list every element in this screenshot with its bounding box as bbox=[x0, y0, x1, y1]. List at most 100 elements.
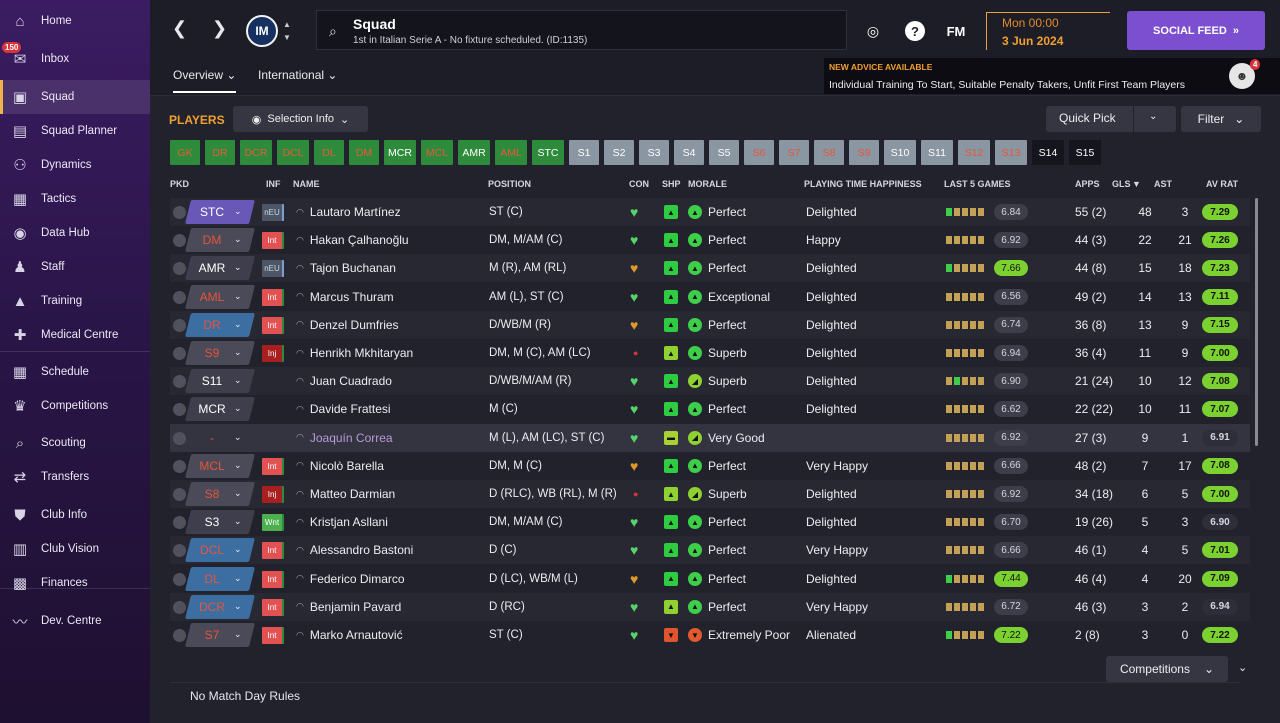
sidebar-item-inbox[interactable]: ✉ Inbox bbox=[0, 42, 150, 76]
chevron-down-icon[interactable]: ⌄ bbox=[234, 206, 242, 216]
sidebar-item-scouting[interactable]: ⌕ Scouting bbox=[0, 426, 150, 460]
chevron-down-icon[interactable]: ⌄ bbox=[234, 318, 242, 329]
sidebar-item-dev-centre[interactable]: 〰 Dev. Centre bbox=[0, 604, 150, 638]
role-selector[interactable]: S7 bbox=[204, 628, 220, 642]
col-position[interactable]: POSITION bbox=[488, 179, 532, 189]
chevron-down-icon[interactable]: ⌄ bbox=[234, 234, 242, 245]
position-button-aml[interactable]: AML bbox=[495, 140, 527, 165]
sidebar-item-finances[interactable]: ▩ Finances bbox=[0, 566, 150, 600]
chevron-down-icon[interactable]: ⌄ bbox=[234, 488, 242, 498]
sidebar-item-club-info[interactable]: ⛊ Club Info bbox=[0, 498, 150, 532]
position-button-s2[interactable]: S2 bbox=[604, 140, 634, 165]
col-ast[interactable]: AST bbox=[1154, 179, 1172, 189]
table-row[interactable]: S7 ⌄ Int ◠ Marko Arnautović ST (C) ♥ ▼ ▼ Extremel… bbox=[170, 621, 1250, 649]
position-button-s10[interactable]: S10 bbox=[884, 140, 916, 165]
table-row[interactable]: - ⌄ ◠ Joaquín Correa M (L), AM (LC), ST (C) ♥… bbox=[170, 423, 1250, 452]
position-button-dcl[interactable]: DCL bbox=[277, 140, 309, 165]
fm-logo[interactable]: FM bbox=[946, 23, 966, 39]
chevron-down-icon[interactable]: ▼ bbox=[283, 33, 291, 42]
player-name[interactable]: ◠ Juan Cuadrado bbox=[296, 367, 392, 395]
chevron-down-icon[interactable]: ⌄ bbox=[234, 544, 242, 555]
picked-check-icon[interactable] bbox=[173, 544, 186, 558]
position-button-dcr[interactable]: DCR bbox=[240, 140, 272, 165]
table-row[interactable]: DL ⌄ Int ◠ Federico Dimarco D (LC), WB/M (L) ♥… bbox=[170, 564, 1250, 593]
picked-check-icon[interactable] bbox=[173, 318, 186, 332]
col-apps[interactable]: APPS bbox=[1075, 179, 1100, 189]
table-row[interactable]: S11 ⌄ ◠ Juan Cuadrado D/WB/M/AM (R) ♥ ▲ ◢ Superb… bbox=[170, 367, 1250, 396]
col-inf[interactable]: INF bbox=[266, 179, 281, 189]
sidebar-item-medical-centre[interactable]: ✚ Medical Centre bbox=[0, 318, 150, 352]
player-name[interactable]: ◠ Joaquín Correa bbox=[296, 424, 393, 452]
player-name[interactable]: ◠ Alessandro Bastoni bbox=[296, 536, 413, 564]
tab-international[interactable]: International ⌄ bbox=[258, 68, 338, 82]
picked-check-icon[interactable] bbox=[173, 600, 186, 614]
sidebar-item-dynamics[interactable]: ⚇ Dynamics bbox=[0, 148, 150, 182]
scrollbar[interactable] bbox=[1255, 198, 1258, 446]
position-button-s8[interactable]: S8 bbox=[814, 140, 844, 165]
sidebar-item-competitions[interactable]: ♛ Competitions bbox=[0, 389, 150, 423]
chevron-down-icon[interactable]: ⌄ bbox=[234, 600, 242, 611]
col-morale[interactable]: MORALE bbox=[688, 179, 727, 189]
player-name[interactable]: ◠ Kristjan Asllani bbox=[296, 508, 388, 536]
chevron-down-icon[interactable]: ⌄ bbox=[234, 629, 242, 639]
player-name[interactable]: ◠ Nicolò Barella bbox=[296, 452, 384, 480]
position-button-mcl[interactable]: MCL bbox=[421, 140, 453, 165]
col-pkd[interactable]: PKD bbox=[170, 179, 190, 189]
sidebar-item-schedule[interactable]: ▦ Schedule bbox=[0, 355, 150, 389]
globe-icon[interactable]: ◎ bbox=[866, 22, 880, 39]
competitions-button[interactable]: Competitions ⌄ bbox=[1106, 656, 1228, 682]
table-row[interactable]: MCR ⌄ ◠ Davide Frattesi M (C) ♥ ▲ ▲ Perfect Delig… bbox=[170, 395, 1250, 424]
position-button-dm[interactable]: DM bbox=[349, 140, 379, 165]
sidebar-item-home[interactable]: ⌂ Home bbox=[0, 4, 150, 38]
help-icon[interactable]: ? bbox=[905, 21, 925, 41]
picked-check-icon[interactable] bbox=[173, 431, 186, 445]
col-last5[interactable]: LAST 5 GAMES bbox=[944, 179, 1011, 189]
player-name[interactable]: ◠ Benjamin Pavard bbox=[296, 593, 401, 621]
chevron-down-icon[interactable]: ⌄ bbox=[234, 572, 242, 583]
chevron-down-icon[interactable]: ⌄ bbox=[234, 431, 242, 442]
role-selector[interactable]: STC bbox=[200, 205, 224, 219]
picked-check-icon[interactable] bbox=[173, 234, 186, 248]
position-button-s5[interactable]: S5 bbox=[709, 140, 739, 165]
col-name[interactable]: NAME bbox=[293, 179, 320, 189]
tab-overview[interactable]: Overview ⌄ bbox=[173, 68, 237, 93]
sort-desc-icon[interactable]: ▼ bbox=[1132, 179, 1141, 189]
position-button-s7[interactable]: S7 bbox=[779, 140, 809, 165]
player-name[interactable]: ◠ Hakan Çalhanoğlu bbox=[296, 226, 409, 254]
chevron-down-icon[interactable]: ⌄ bbox=[234, 403, 242, 414]
picked-check-icon[interactable] bbox=[173, 459, 186, 473]
role-selector[interactable]: S9 bbox=[204, 346, 220, 360]
table-row[interactable]: DR ⌄ Int ◠ Denzel Dumfries D/WB/M (R) ♥ ▲ ▲ Perfe… bbox=[170, 310, 1250, 339]
table-row[interactable]: AMR ⌄ nEU ◠ Tajon Buchanan M (R), AM (RL) ♥ ▲ ▲ P… bbox=[170, 254, 1250, 283]
advisor-icon[interactable]: ☻ bbox=[1229, 63, 1255, 89]
sidebar-item-club-vision[interactable]: ▥ Club Vision bbox=[0, 532, 150, 566]
picked-check-icon[interactable] bbox=[173, 572, 186, 586]
role-selector[interactable]: MCR bbox=[198, 402, 226, 417]
sidebar-item-training[interactable]: ▲ Training bbox=[0, 284, 150, 318]
position-button-s9[interactable]: S9 bbox=[849, 140, 879, 165]
role-selector[interactable]: AMR bbox=[198, 261, 226, 276]
picked-check-icon[interactable] bbox=[173, 629, 186, 642]
player-name[interactable]: ◠ Federico Dimarco bbox=[296, 565, 405, 593]
position-button-s3[interactable]: S3 bbox=[639, 140, 669, 165]
picked-check-icon[interactable] bbox=[173, 375, 186, 389]
sidebar-item-tactics[interactable]: ▦ Tactics bbox=[0, 182, 150, 216]
social-feed-button[interactable]: SOCIAL FEED » bbox=[1127, 11, 1265, 50]
player-name[interactable]: ◠ Marcus Thuram bbox=[296, 283, 394, 311]
position-button-s11[interactable]: S11 bbox=[921, 140, 953, 165]
position-button-mcr[interactable]: MCR bbox=[384, 140, 416, 165]
chevron-down-icon[interactable]: ⌄ bbox=[234, 290, 242, 301]
role-selector[interactable]: S11 bbox=[201, 374, 223, 389]
picked-check-icon[interactable] bbox=[173, 290, 186, 304]
chevron-down-icon[interactable]: ⌄ bbox=[234, 347, 242, 357]
role-selector[interactable]: DCL bbox=[199, 543, 224, 558]
role-selector[interactable]: S8 bbox=[204, 487, 220, 501]
table-row[interactable]: DCL ⌄ Int ◠ Alessandro Bastoni D (C) ♥ ▲ ▲ Perfec… bbox=[170, 536, 1250, 565]
table-row[interactable]: AML ⌄ Int ◠ Marcus Thuram AM (L), ST (C) ♥ ▲ ▲ Ex… bbox=[170, 282, 1250, 311]
sidebar-item-squad[interactable]: ▣ Squad bbox=[0, 80, 150, 114]
picked-check-icon[interactable] bbox=[173, 516, 186, 530]
collapse-chevron-icon[interactable]: ⌄ bbox=[1238, 662, 1248, 674]
role-selector[interactable]: DL bbox=[204, 571, 220, 586]
role-selector[interactable]: MCL bbox=[199, 458, 225, 473]
player-name[interactable]: ◠ Davide Frattesi bbox=[296, 395, 391, 423]
